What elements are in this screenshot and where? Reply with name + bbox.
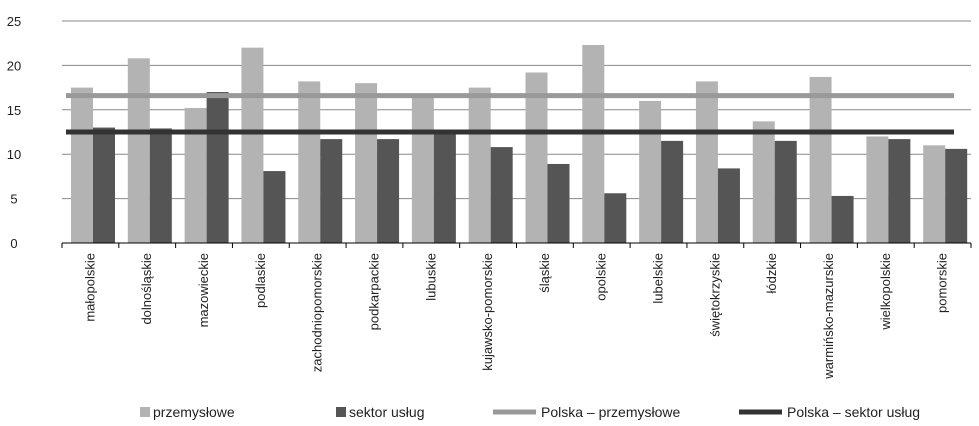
bar-sektor-uslug	[433, 131, 456, 243]
bar-przemyslowe	[866, 136, 889, 243]
bar-sektor-uslug	[717, 168, 740, 243]
bars	[71, 44, 968, 244]
bar-sektor-uslug	[263, 171, 286, 243]
bar-przemyslowe	[184, 108, 207, 243]
bar-przemyslowe	[582, 44, 605, 244]
y-tick-label: 0	[10, 236, 17, 251]
x-tick-label: kujawsko-pomorskie	[480, 253, 495, 371]
x-tick-label: warmińsko-mazurskie	[821, 253, 836, 380]
x-tick-label: lubuskie	[423, 253, 438, 301]
x-tick-label: małopolskie	[82, 253, 97, 322]
y-tick-label: 10	[7, 147, 21, 162]
bar-przemyslowe	[355, 83, 378, 243]
bar-sektor-uslug	[945, 148, 968, 243]
bar-przemyslowe	[752, 121, 775, 243]
x-tick-label: dolnośląskie	[139, 253, 154, 325]
x-tick-label: podlaskie	[253, 253, 268, 308]
bar-przemyslowe	[525, 72, 548, 243]
bar-sektor-uslug	[604, 193, 627, 243]
bar-sektor-uslug	[320, 139, 343, 243]
bar-przemyslowe	[923, 145, 946, 243]
x-tick-label: łódzkie	[764, 253, 779, 293]
bar-przemyslowe	[695, 81, 718, 243]
y-tick-label: 25	[7, 14, 21, 29]
legend-label-polska-przemyslowe: Polska – przemysłowe	[541, 404, 680, 420]
bar-przemyslowe	[809, 76, 832, 243]
bar-przemyslowe	[127, 58, 150, 243]
y-tick-label: 20	[7, 58, 21, 73]
bar-sektor-uslug	[547, 163, 570, 243]
x-tick-label: pomorskie	[935, 253, 950, 313]
bar-sektor-uslug	[831, 195, 854, 243]
bar-sektor-uslug	[93, 127, 115, 243]
bar-sektor-uslug	[774, 140, 797, 243]
legend-label-sektor-uslug: sektor usług	[349, 404, 424, 420]
bar-sektor-uslug	[661, 140, 684, 243]
bar-przemyslowe	[468, 87, 491, 243]
bar-sektor-uslug	[206, 92, 229, 243]
legend-label-polska-sektor-uslug: Polska – sektor usług	[787, 404, 920, 420]
reference-lines	[66, 93, 954, 135]
bar-sektor-uslug	[490, 147, 513, 243]
bar-sektor-uslug	[888, 139, 911, 243]
legend-swatch-przemyslowe	[140, 407, 150, 417]
bar-przemyslowe	[241, 47, 264, 243]
x-tick-label: podkarpackie	[366, 253, 381, 330]
y-tick-label: 15	[7, 103, 21, 118]
bar-przemyslowe	[71, 87, 93, 243]
x-tick-label: wielkopolskie	[878, 253, 893, 331]
x-tick-label: śląskie	[537, 253, 552, 293]
legend: przemysłowe sektor usług Polska – przemysł…	[140, 404, 920, 420]
bar-przemyslowe	[298, 81, 321, 243]
bar-przemyslowe	[411, 96, 434, 243]
y-tick-label: 5	[10, 192, 17, 207]
x-tick-label: lubelskie	[651, 253, 666, 304]
bar-sektor-uslug	[377, 139, 400, 243]
bar-sektor-uslug	[149, 128, 172, 243]
bar-przemyslowe	[639, 100, 662, 243]
legend-label-przemyslowe: przemysłowe	[153, 404, 235, 420]
x-tick-label: mazowieckie	[196, 253, 211, 327]
x-tick-label: świętokrzyskie	[707, 253, 722, 337]
x-tick-label: opolskie	[594, 253, 609, 301]
axes: 0 5 10 15 20 25 małopolskie dolnośląskie mazowie…	[7, 14, 972, 380]
legend-swatch-sektor-uslug	[336, 407, 346, 417]
x-tick-label: zachodniopomorskie	[310, 253, 325, 372]
